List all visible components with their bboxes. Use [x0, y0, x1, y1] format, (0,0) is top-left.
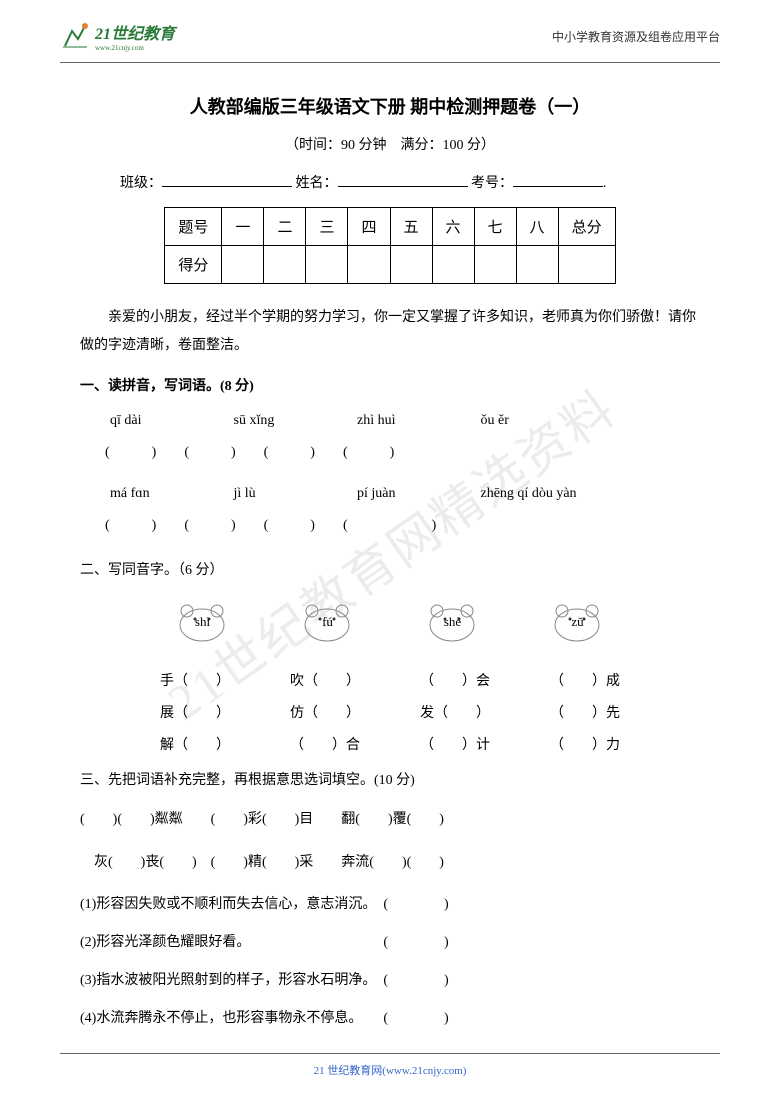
hamster-label-3: shè	[444, 614, 461, 630]
score-2[interactable]	[264, 246, 306, 284]
q3-item4[interactable]: (4)水流奔腾永不停止，也形容事物永不停息。 ( )	[80, 1007, 700, 1027]
score-6[interactable]	[432, 246, 474, 284]
th-6: 六	[432, 208, 474, 246]
q2-r2c3[interactable]: 发（ ）	[420, 702, 490, 722]
score-table: 题号 一 二 三 四 五 六 七 八 总分 得分	[164, 207, 615, 284]
score-8[interactable]	[516, 246, 558, 284]
score-1[interactable]	[222, 246, 264, 284]
q1-pinyin-row1: qī dài sū xǐng zhì huì ǒu ěr	[80, 413, 700, 429]
q2-r3c2[interactable]: （ ）合	[290, 734, 360, 754]
score-label: 得分	[165, 246, 222, 284]
th-label: 题号	[165, 208, 222, 246]
logo-main-text: 21世纪教育	[95, 20, 175, 44]
id-blank[interactable]	[513, 186, 603, 187]
q1-title: 一、读拼音，写词语。(8 分)	[80, 375, 700, 395]
page-subtitle: （时间：90 分钟 满分：100 分）	[80, 134, 700, 154]
info-line: 班级： 姓名： 考号：.	[80, 172, 700, 192]
q1-p1: qī dài	[110, 413, 230, 429]
th-5: 五	[390, 208, 432, 246]
q2-r1c1[interactable]: 手（ ）	[160, 670, 230, 690]
q2-r1c2[interactable]: 吹（ ）	[290, 670, 360, 690]
score-5[interactable]	[390, 246, 432, 284]
q3-item1[interactable]: (1)形容因失败或不顺利而失去信心，意志消沉。 ( )	[80, 893, 700, 913]
score-7[interactable]	[474, 246, 516, 284]
q3-item3[interactable]: (3)指水波被阳光照射到的样子，形容水石明净。 ( )	[80, 969, 700, 989]
hamster-2: fú	[300, 597, 355, 658]
hamster-4: zǔ	[550, 597, 605, 658]
th-total: 总分	[558, 208, 615, 246]
name-label: 姓名：	[296, 176, 338, 191]
th-4: 四	[348, 208, 390, 246]
class-blank[interactable]	[162, 186, 292, 187]
hamster-label-2: fú	[322, 614, 333, 630]
q2-title: 二、写同音字。（6 分）	[80, 559, 700, 579]
q2-r1c3[interactable]: （ ）会	[420, 670, 490, 690]
hamster-label-1: shì	[195, 614, 210, 630]
q1-blanks2[interactable]: ( ) ( ) ( ) ( )	[80, 514, 700, 534]
th-1: 一	[222, 208, 264, 246]
intro-text: 亲爱的小朋友，经过半个学期的努力学习，你一定又掌握了许多知识，老师真为你们骄傲！…	[80, 304, 700, 360]
header-right-text: 中小学教育资源及组卷应用平台	[552, 28, 720, 45]
q1-p4: ǒu ěr	[481, 413, 509, 429]
th-7: 七	[474, 208, 516, 246]
q2-r3c4[interactable]: （ ）力	[550, 734, 620, 754]
th-2: 二	[264, 208, 306, 246]
score-3[interactable]	[306, 246, 348, 284]
q2-r2c4[interactable]: （ ）先	[550, 702, 620, 722]
class-label: 班级：	[120, 176, 162, 191]
page-header: 21世纪教育 www.21cnjy.com 中小学教育资源及组卷应用平台	[0, 0, 780, 62]
score-4[interactable]	[348, 246, 390, 284]
q1-p3: zhì huì	[357, 413, 477, 429]
q1-p7: pí juàn	[357, 486, 477, 502]
q2-row2: 展（ ） 仿（ ） 发（ ） （ ）先	[80, 702, 700, 722]
q3-line1[interactable]: ( )( )粼粼 ( )彩( )目 翻( )覆( )	[80, 807, 700, 832]
hamster-3: shè	[425, 597, 480, 658]
q3-item2[interactable]: (2)形容光泽颜色耀眼好看。 ( )	[80, 931, 700, 951]
content: 人教部编版三年级语文下册 期中检测押题卷（一） （时间：90 分钟 满分：100…	[0, 63, 780, 1065]
id-label: 考号：	[471, 176, 513, 191]
score-total[interactable]	[558, 246, 615, 284]
th-3: 三	[306, 208, 348, 246]
logo-icon	[60, 21, 90, 51]
hamster-label-4: zǔ	[571, 614, 583, 630]
q2-row1: 手（ ） 吹（ ） （ ）会 （ ）成	[80, 670, 700, 690]
q1-p8: zhēng qí dòu yàn	[481, 486, 577, 502]
page-title: 人教部编版三年级语文下册 期中检测押题卷（一）	[80, 93, 700, 119]
q1-p6: jì lù	[234, 486, 354, 502]
q2-r3c3[interactable]: （ ）计	[420, 734, 490, 754]
hamster-row: shì fú shè	[80, 597, 700, 658]
name-blank[interactable]	[338, 186, 468, 187]
q2-r2c1[interactable]: 展（ ）	[160, 702, 230, 722]
q3-title: 三、先把词语补充完整，再根据意思选词填空。(10 分)	[80, 769, 700, 789]
q1-blanks1[interactable]: ( ) ( ) ( ) ( )	[80, 441, 700, 461]
q3-line2[interactable]: 灰( )丧( ) ( )精( )采 奔流( )( )	[80, 850, 700, 875]
q2-row3: 解（ ） （ ）合 （ ）计 （ ）力	[80, 734, 700, 754]
q1-p5: má fɑn	[110, 486, 230, 502]
q1-pinyin-row2: má fɑn jì lù pí juàn zhēng qí dòu yàn	[80, 486, 700, 502]
logo-sub-text: www.21cnjy.com	[95, 44, 175, 52]
q2-r2c2[interactable]: 仿（ ）	[290, 702, 360, 722]
hamster-1: shì	[175, 597, 230, 658]
q2-r3c1[interactable]: 解（ ）	[160, 734, 230, 754]
th-8: 八	[516, 208, 558, 246]
q1-p2: sū xǐng	[234, 413, 354, 429]
logo: 21世纪教育 www.21cnjy.com	[60, 20, 175, 52]
q2-r1c4[interactable]: （ ）成	[550, 670, 620, 690]
